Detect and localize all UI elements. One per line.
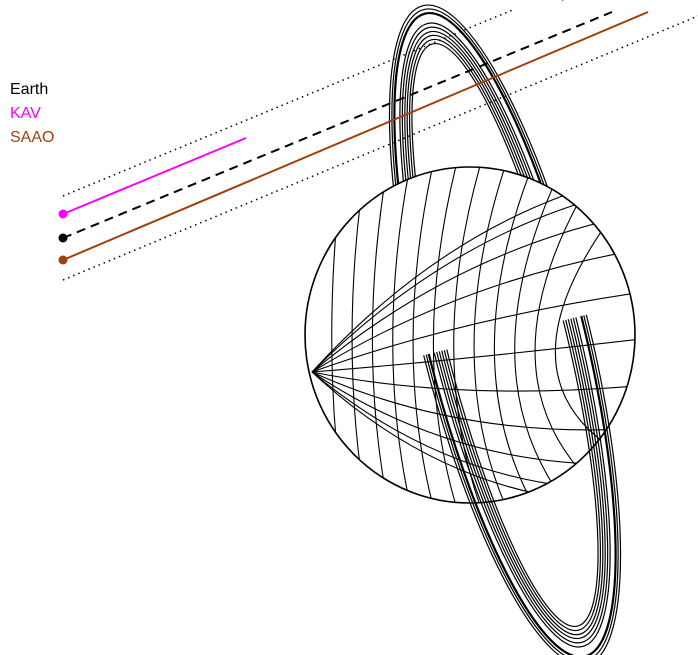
ring-front-arc [446, 320, 599, 628]
planet-grid-parallel [392, 168, 410, 502]
planet-uranus [304, 166, 636, 504]
ring-front-arc [427, 315, 617, 655]
planet-grid-parallel [493, 168, 532, 502]
track-limit-lower [62, 15, 698, 281]
ring-front-arc [443, 319, 601, 632]
ring-system-front [423, 314, 622, 655]
ring-front-arc [441, 319, 604, 636]
planet-grid-parallel [432, 167, 459, 503]
ring-front-arc [425, 315, 619, 655]
planet-grid-parallel [554, 226, 605, 444]
planet-grid-parallel [371, 180, 386, 490]
legend: Earth KAV SAAO [10, 78, 54, 150]
track-kav [62, 137, 247, 215]
planet-grid-parallel [351, 199, 362, 471]
marker-earth [58, 233, 68, 243]
planet-grid-parallel [331, 226, 337, 444]
track-saao [62, 11, 649, 261]
legend-label-kav: KAV [10, 105, 41, 122]
legend-label-earth: Earth [10, 81, 49, 98]
legend-label-saao: SAAO [10, 129, 55, 146]
track-limit-upper [62, 8, 516, 197]
marker-kav [58, 209, 68, 219]
ring-front-arc [436, 317, 609, 644]
ring-front-arc [438, 318, 606, 640]
planet-grid-meridian [311, 334, 635, 373]
planet-grid-meridian [311, 371, 635, 392]
ring-front-arc [423, 314, 622, 655]
planet-grid-meridian [311, 287, 635, 373]
marker-saao [58, 255, 68, 265]
planet-grid-parallel [412, 167, 435, 503]
track-earth [62, 11, 613, 239]
planet-grid-parallel [514, 181, 556, 489]
ring-front-arc [433, 317, 611, 648]
planet-grid-parallel [473, 167, 508, 503]
